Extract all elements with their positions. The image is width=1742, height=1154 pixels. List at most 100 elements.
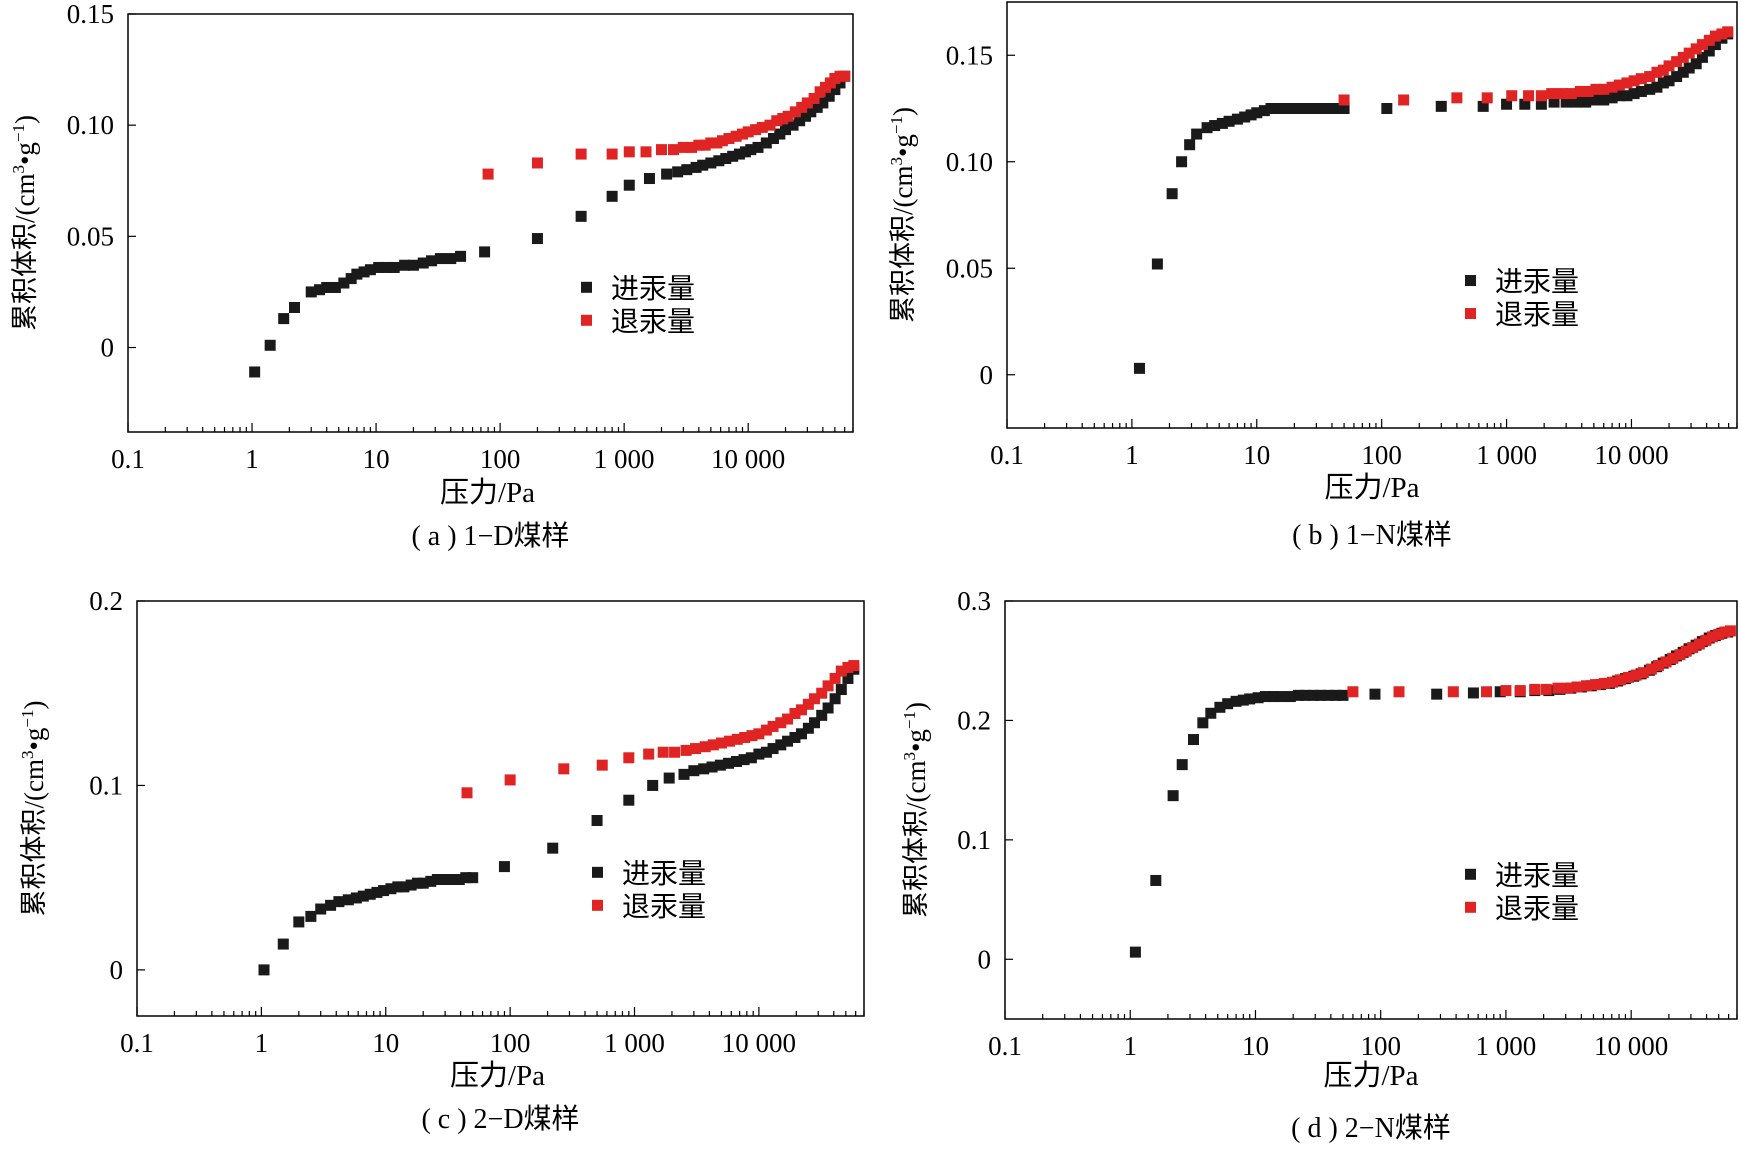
data-point xyxy=(453,874,465,886)
data-point xyxy=(723,735,735,747)
data-point xyxy=(811,101,823,113)
legend-label: 进汞量 xyxy=(1495,861,1579,892)
data-point xyxy=(431,874,443,886)
data-point xyxy=(663,772,675,784)
data-point xyxy=(405,879,417,891)
data-point xyxy=(1613,79,1625,91)
y-tick-label: 0.15 xyxy=(67,0,114,29)
data-point xyxy=(767,133,779,145)
data-point xyxy=(782,110,794,122)
data-point xyxy=(407,259,419,271)
data-point xyxy=(1628,88,1640,100)
data-point xyxy=(733,148,745,160)
series-intrusion xyxy=(249,70,851,378)
x-axis-label: 压力/Pa xyxy=(440,476,535,509)
data-point xyxy=(350,892,362,904)
legend-marker xyxy=(1465,868,1476,880)
data-point xyxy=(842,672,854,684)
data-point xyxy=(680,744,692,756)
data-point xyxy=(829,672,841,684)
data-point xyxy=(364,888,376,900)
data-point xyxy=(1693,638,1705,650)
data-point xyxy=(417,877,429,889)
data-point xyxy=(1548,96,1560,108)
y-axis-label: 累积体积/(cm3•g−1) xyxy=(887,107,918,323)
data-point xyxy=(1671,71,1683,83)
data-point xyxy=(479,246,491,258)
data-point xyxy=(789,708,801,720)
data-point xyxy=(623,179,635,191)
data-point xyxy=(822,680,834,692)
data-point xyxy=(1644,71,1656,83)
data-point xyxy=(1657,64,1669,76)
data-point xyxy=(1312,103,1324,114)
data-point xyxy=(794,115,806,127)
data-point xyxy=(655,144,667,156)
data-point xyxy=(1320,103,1332,114)
data-point xyxy=(1273,103,1285,114)
data-point xyxy=(1690,43,1702,55)
data-point xyxy=(669,746,681,758)
data-point xyxy=(558,763,570,775)
data-point xyxy=(1481,686,1493,698)
data-point xyxy=(640,146,652,158)
y-tick-label: 0.3 xyxy=(957,586,991,616)
data-point xyxy=(426,255,438,267)
data-point xyxy=(738,754,750,766)
data-point xyxy=(661,168,673,180)
data-point xyxy=(398,881,410,893)
y-tick-label: 0 xyxy=(980,360,994,390)
data-point xyxy=(760,724,772,736)
data-point xyxy=(591,814,603,826)
data-point xyxy=(699,741,711,753)
legend-marker xyxy=(1465,901,1476,913)
data-point xyxy=(780,124,792,136)
x-tick-label: 100 xyxy=(480,444,521,474)
data-point xyxy=(782,735,794,747)
legend-marker xyxy=(592,866,603,878)
data-point xyxy=(305,286,317,298)
x-tick-label: 1 xyxy=(1123,1031,1137,1061)
data-point xyxy=(417,257,429,269)
data-point xyxy=(380,261,392,273)
data-point xyxy=(1690,58,1702,70)
data-point xyxy=(1393,686,1405,698)
y-tick-label: 0 xyxy=(101,333,115,363)
data-point xyxy=(681,164,693,176)
data-point xyxy=(1467,687,1479,699)
x-tick-label: 0.1 xyxy=(120,1028,154,1058)
data-point xyxy=(1671,56,1683,68)
data-point xyxy=(1651,81,1663,93)
data-point xyxy=(314,284,326,296)
data-point xyxy=(1275,691,1287,703)
data-point xyxy=(596,759,608,771)
data-point xyxy=(737,128,749,140)
data-point xyxy=(1191,128,1203,140)
data-point xyxy=(325,899,337,911)
data-point xyxy=(723,757,735,769)
data-point xyxy=(606,148,618,160)
data-point xyxy=(839,70,851,82)
x-tick-label: 10 xyxy=(1243,440,1270,470)
y-tick-label: 0 xyxy=(978,944,992,974)
data-point xyxy=(1506,90,1518,102)
data-point xyxy=(305,910,317,922)
y-tick-label: 0 xyxy=(110,955,124,985)
panel-caption: ( d ) 2−N煤样 xyxy=(1291,1112,1451,1144)
data-point xyxy=(1187,734,1199,746)
data-point xyxy=(373,261,385,273)
data-point xyxy=(1628,75,1640,87)
x-axis-label: 压力/Pa xyxy=(450,1059,545,1092)
y-tick-label: 0.1 xyxy=(957,825,991,855)
legend-marker xyxy=(1465,275,1476,287)
data-point xyxy=(392,881,404,893)
data-point xyxy=(531,157,543,169)
data-point xyxy=(1607,676,1619,688)
data-point xyxy=(371,886,383,898)
data-point xyxy=(730,755,742,767)
data-point xyxy=(1645,663,1657,675)
legend-label: 退汞量 xyxy=(1495,894,1579,925)
